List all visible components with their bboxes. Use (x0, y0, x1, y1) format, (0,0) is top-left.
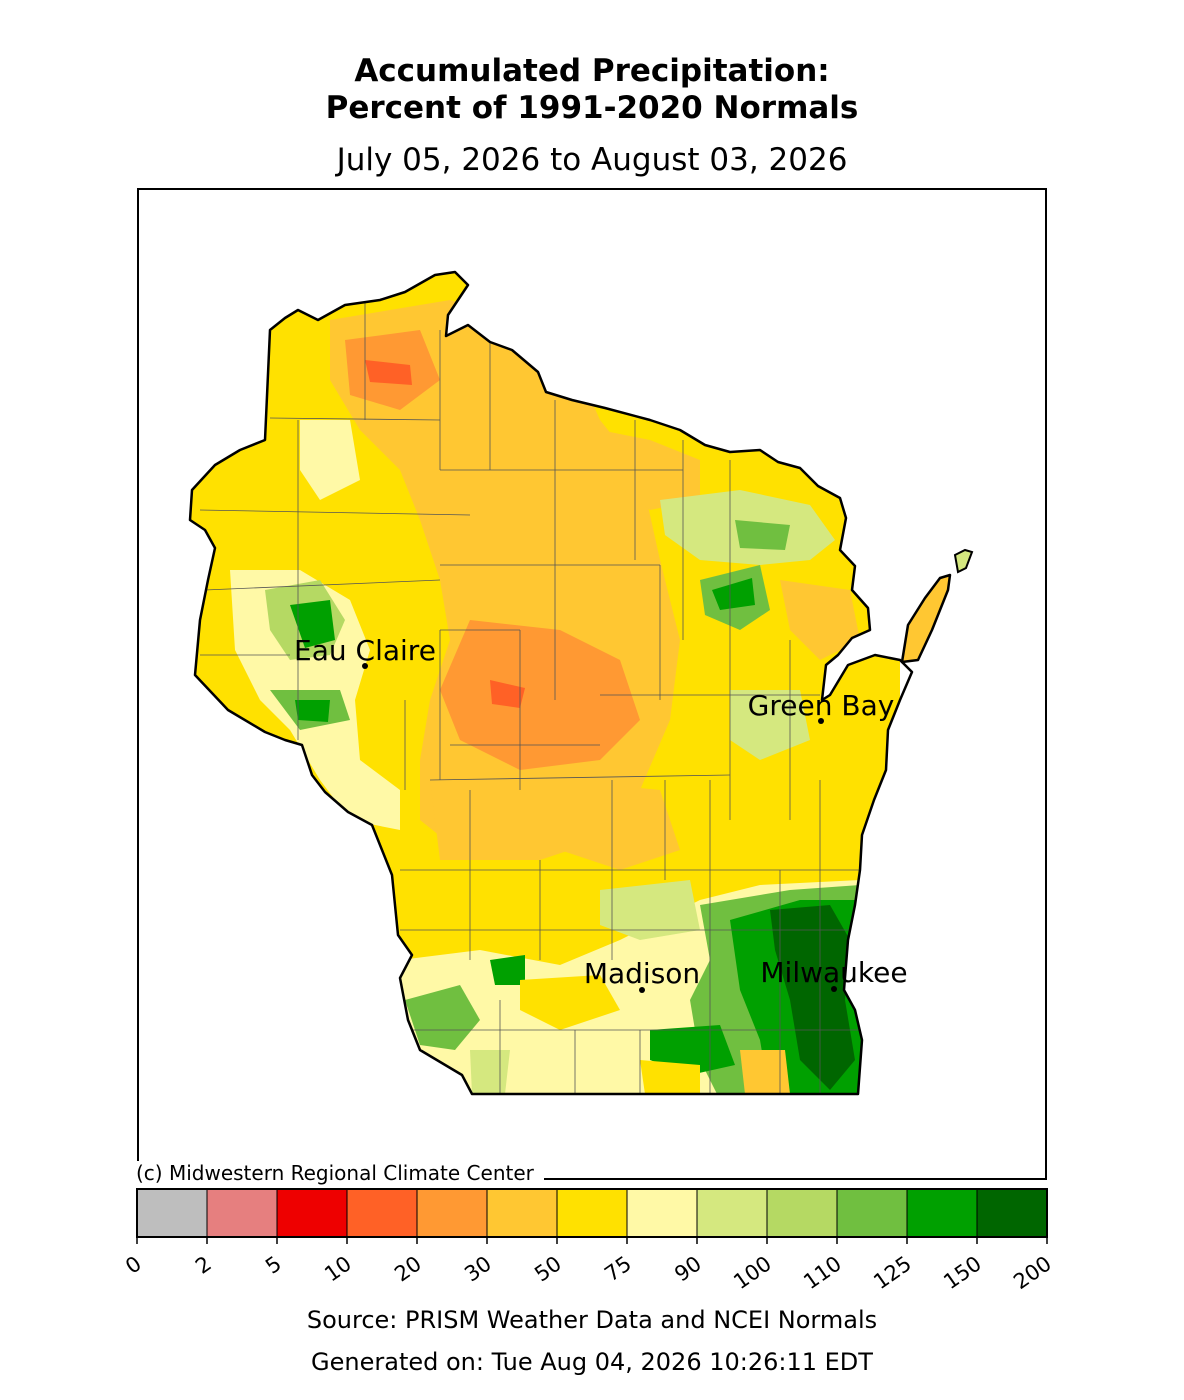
legend-tick-label: 75 (600, 1251, 636, 1286)
legend-tick-label: 50 (530, 1251, 566, 1286)
legend-tick-label: 0 (121, 1251, 146, 1278)
city-madison: Madison (584, 957, 700, 993)
legend-tick-label: 10 (320, 1251, 356, 1286)
legend-outline (136, 1188, 1048, 1238)
legend-swatch (486, 1188, 558, 1238)
legend-swatch (416, 1188, 488, 1238)
city-marker (831, 986, 837, 992)
legend-colorbar: 0 2 5 10 20 30 50 75 90 100 110 125 150 200 (121, 1188, 1056, 1294)
legend-tick-label: 100 (729, 1251, 776, 1294)
city-eau-claire: Eau Claire (294, 634, 436, 669)
legend-swatch (906, 1188, 978, 1238)
legend-tick-label: 20 (390, 1251, 426, 1286)
city-label: Milwaukee (760, 956, 907, 989)
legend-tick-label: 150 (939, 1251, 986, 1294)
legend-swatch (696, 1188, 768, 1238)
city-label: Green Bay (748, 689, 895, 722)
legend-swatch (836, 1188, 908, 1238)
city-marker (639, 987, 645, 993)
generated-text: Generated on: Tue Aug 04, 2026 10:26:11 … (311, 1348, 873, 1376)
city-label: Madison (584, 957, 700, 990)
legend-swatch (766, 1188, 838, 1238)
legend-swatch (346, 1188, 418, 1238)
legend-swatch (136, 1188, 208, 1238)
legend-tick-label: 200 (1009, 1251, 1056, 1294)
door-peninsula (900, 573, 952, 664)
city-marker (818, 718, 824, 724)
city-milwaukee: Milwaukee (760, 956, 908, 992)
city-green-bay: Green Bay (748, 689, 895, 724)
county-lines (199, 300, 860, 1094)
copyright-text: (c) Midwestern Regional Climate Center (136, 1161, 544, 1185)
map-title-line1: Accumulated Precipitation: (354, 53, 830, 89)
map-frame (137, 188, 1047, 1180)
city-marker (362, 663, 368, 669)
legend-tick-label: 5 (261, 1251, 286, 1278)
legend-swatch (976, 1188, 1048, 1238)
legend-swatch (626, 1188, 698, 1238)
legend-swatch (276, 1188, 348, 1238)
map-title-line2: Percent of 1991-2020 Normals (325, 90, 859, 126)
legend-tick-label: 30 (460, 1251, 496, 1286)
washington-island (953, 548, 974, 574)
legend-tick-label: 125 (869, 1251, 916, 1294)
city-label: Eau Claire (294, 634, 436, 667)
legend-tick-label: 2 (191, 1251, 216, 1278)
legend-tick-label: 110 (799, 1251, 846, 1294)
source-text: Source: PRISM Weather Data and NCEI Norm… (306, 1306, 878, 1334)
date-range: July 05, 2026 to August 03, 2026 (336, 142, 848, 178)
wisconsin-outline (188, 270, 914, 1096)
legend-swatch (206, 1188, 278, 1238)
legend-swatch (556, 1188, 628, 1238)
legend-tick-label: 90 (670, 1251, 706, 1286)
